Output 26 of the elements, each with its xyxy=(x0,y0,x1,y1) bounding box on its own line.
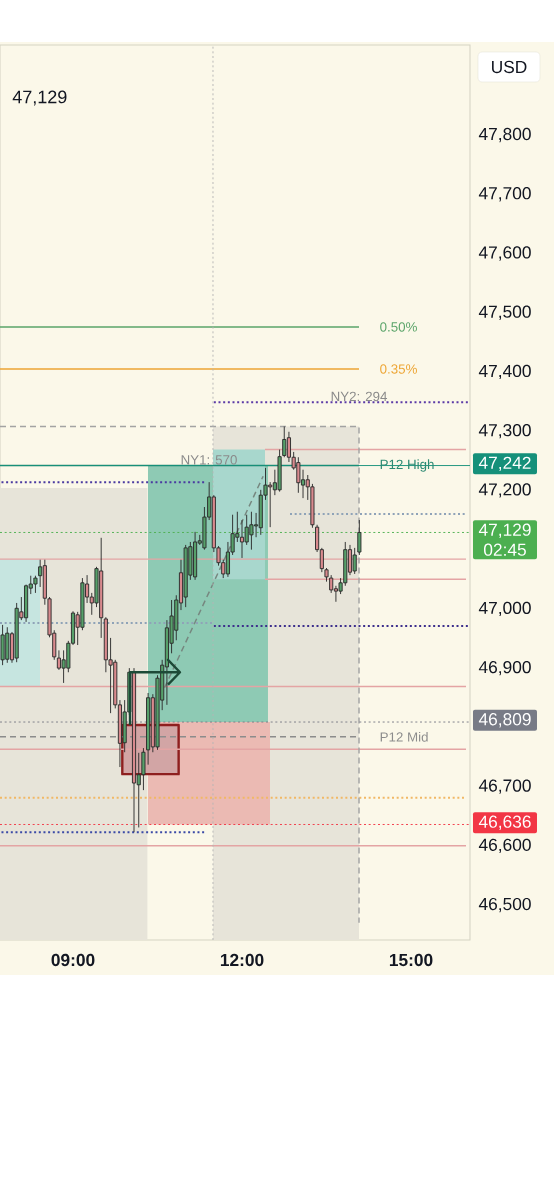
series-label: 0.35% xyxy=(380,364,417,374)
y-tick-label: 46,600 xyxy=(478,838,531,853)
y-tick-label: 46,500 xyxy=(478,897,531,913)
y-tick-label: 47,300 xyxy=(478,424,531,439)
y-tick-label: 47,400 xyxy=(478,364,531,380)
x-tick-label: 09:00 xyxy=(51,953,95,967)
series-label: 0.50% xyxy=(380,322,417,332)
x-tick-label: 15:00 xyxy=(389,953,433,967)
y-tick-label: 47,800 xyxy=(478,127,531,143)
annotation: NY1: 570 xyxy=(181,455,237,465)
y-tick-label: 47,200 xyxy=(478,483,531,498)
y-tick-label: 46,900 xyxy=(478,660,531,676)
y-tick-label: 47,000 xyxy=(478,601,531,617)
annotation: NY2: 294 xyxy=(331,391,388,402)
text: 47,129 xyxy=(12,90,67,106)
series-label: P12 Mid xyxy=(380,731,428,742)
y-axis-title: USD xyxy=(492,60,527,74)
ref-line-label: 47,129 02:45 xyxy=(478,523,531,556)
x-tick-label: 12:00 xyxy=(220,953,264,967)
y-tick-label: 47,700 xyxy=(478,187,531,202)
y-tick-label: 47,500 xyxy=(478,305,531,320)
ref-line-label: 47,242 xyxy=(478,456,531,471)
y-tick-label: 46,700 xyxy=(478,779,531,794)
y-tick-label: 47,600 xyxy=(478,246,531,261)
ref-line-label: 46,809 xyxy=(478,713,531,728)
ref-line-label: 46,636 xyxy=(478,815,531,830)
